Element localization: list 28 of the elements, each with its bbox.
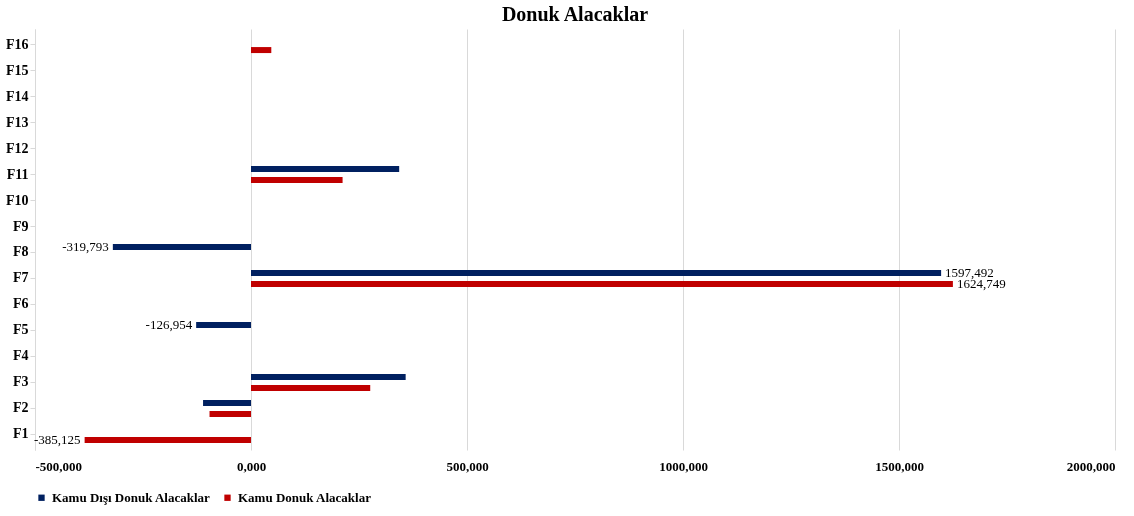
y-tick-label: F9 bbox=[12, 218, 29, 234]
x-tick-label: 2000,000 bbox=[1066, 458, 1116, 474]
y-tick-label: F2 bbox=[12, 400, 29, 416]
x-tick-label: 0,000 bbox=[236, 458, 267, 474]
y-tick-label: F15 bbox=[5, 62, 29, 78]
data-label: -126,954 bbox=[145, 316, 193, 332]
y-tick-label: F4 bbox=[12, 348, 29, 364]
y-tick-label: F14 bbox=[5, 88, 29, 104]
y-tick-label: F1 bbox=[12, 426, 29, 442]
chart-title: Donuk Alacaklar bbox=[501, 3, 649, 25]
y-tick-label: F3 bbox=[12, 374, 29, 390]
y-tick-label: F8 bbox=[12, 244, 29, 260]
legend-label: Kamu Donuk Alacaklar bbox=[238, 489, 372, 505]
x-tick-label: 1000,000 bbox=[659, 458, 708, 474]
y-tick-label: F10 bbox=[5, 192, 29, 208]
x-tick-label: -500,000 bbox=[35, 458, 83, 474]
y-tick-label: F5 bbox=[12, 322, 29, 338]
x-tick-label: 1500,000 bbox=[875, 458, 924, 474]
y-tick-label: F7 bbox=[12, 270, 29, 286]
y-tick-label: F13 bbox=[5, 114, 29, 130]
y-tick-label: F11 bbox=[6, 166, 29, 182]
legend-label: Kamu Dışı Donuk Alacaklar bbox=[52, 489, 211, 505]
x-tick-label: 500,000 bbox=[446, 458, 489, 474]
y-tick-label: F6 bbox=[12, 296, 29, 312]
y-tick-label: F12 bbox=[5, 140, 29, 156]
y-tick-label: F16 bbox=[5, 36, 29, 52]
data-label: -385,125 bbox=[34, 431, 81, 447]
data-label: -319,793 bbox=[62, 239, 109, 255]
